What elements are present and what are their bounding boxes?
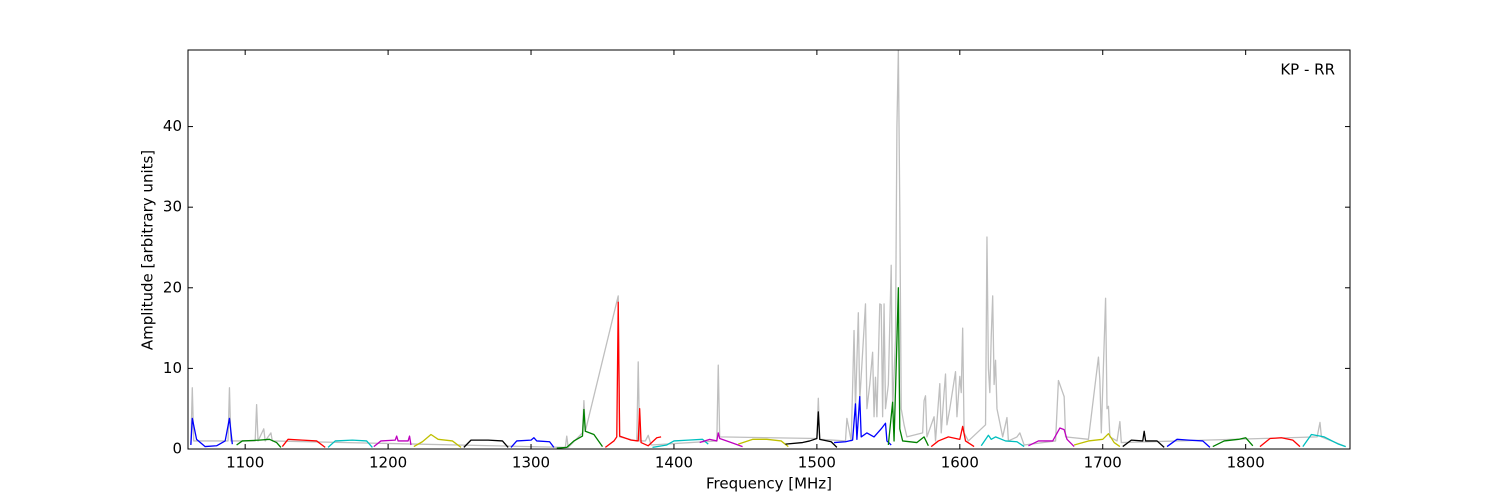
x-tick-label: 1600 — [941, 454, 979, 472]
x-tick-label: 1200 — [369, 454, 407, 472]
y-tick-label: 0 — [172, 440, 182, 458]
x-tick-label: 1500 — [798, 454, 836, 472]
y-tick-label: 20 — [163, 278, 182, 296]
spectrum-line — [1122, 430, 1165, 448]
spectrum-line — [738, 438, 789, 448]
spectrum-line — [1259, 437, 1301, 448]
spectrum-line — [327, 439, 373, 448]
spectrum-line — [463, 439, 509, 448]
spectrum-line — [373, 435, 412, 448]
spectrum-line — [887, 287, 929, 447]
spectrum-line — [1166, 438, 1211, 448]
x-tick-label: 1300 — [512, 454, 550, 472]
spectrum-line — [190, 50, 1346, 449]
y-tick-label: 40 — [163, 117, 182, 135]
spectrum-line — [833, 395, 892, 446]
spectrum-line — [556, 408, 604, 449]
x-tick-label: 1700 — [1084, 454, 1122, 472]
plot-area — [190, 50, 1346, 449]
spectrum-line — [785, 411, 838, 448]
annotation: KP - RR — [1280, 61, 1335, 79]
y-tick-label: 30 — [163, 198, 182, 216]
x-tick-label: 1800 — [1227, 454, 1265, 472]
spectrum-line — [413, 433, 462, 448]
spectrum-line — [1212, 437, 1254, 448]
x-axis-label: Frequency [MHz] — [706, 475, 832, 493]
spectrum-line — [699, 432, 743, 448]
spectrum-line — [281, 438, 326, 448]
spectrum-line — [1073, 433, 1121, 448]
spectrum-line — [1028, 427, 1075, 448]
spectrum-line — [930, 425, 975, 448]
spectrum-line — [604, 301, 662, 448]
spectrum-line — [1302, 433, 1346, 448]
spectrum-line — [980, 434, 1025, 448]
y-axis-label: Amplitude [arbitrary units] — [139, 150, 157, 350]
spectrum-line — [510, 437, 555, 448]
y-tick-label: 10 — [163, 359, 182, 377]
spectrum-line — [236, 438, 282, 448]
x-tick-label: 1100 — [226, 454, 264, 472]
spectrum-line — [190, 417, 233, 448]
x-tick-label: 1400 — [655, 454, 693, 472]
plot-frame — [187, 49, 1351, 450]
spectrum-line — [652, 438, 709, 449]
